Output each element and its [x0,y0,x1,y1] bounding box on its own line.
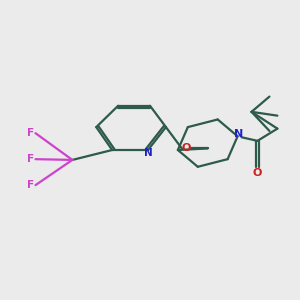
Text: F: F [27,128,34,138]
Text: F: F [27,180,34,190]
Text: F: F [27,154,34,164]
Text: O: O [182,143,191,153]
Text: N: N [144,148,153,158]
Text: O: O [253,168,262,178]
Text: N: N [234,129,243,139]
